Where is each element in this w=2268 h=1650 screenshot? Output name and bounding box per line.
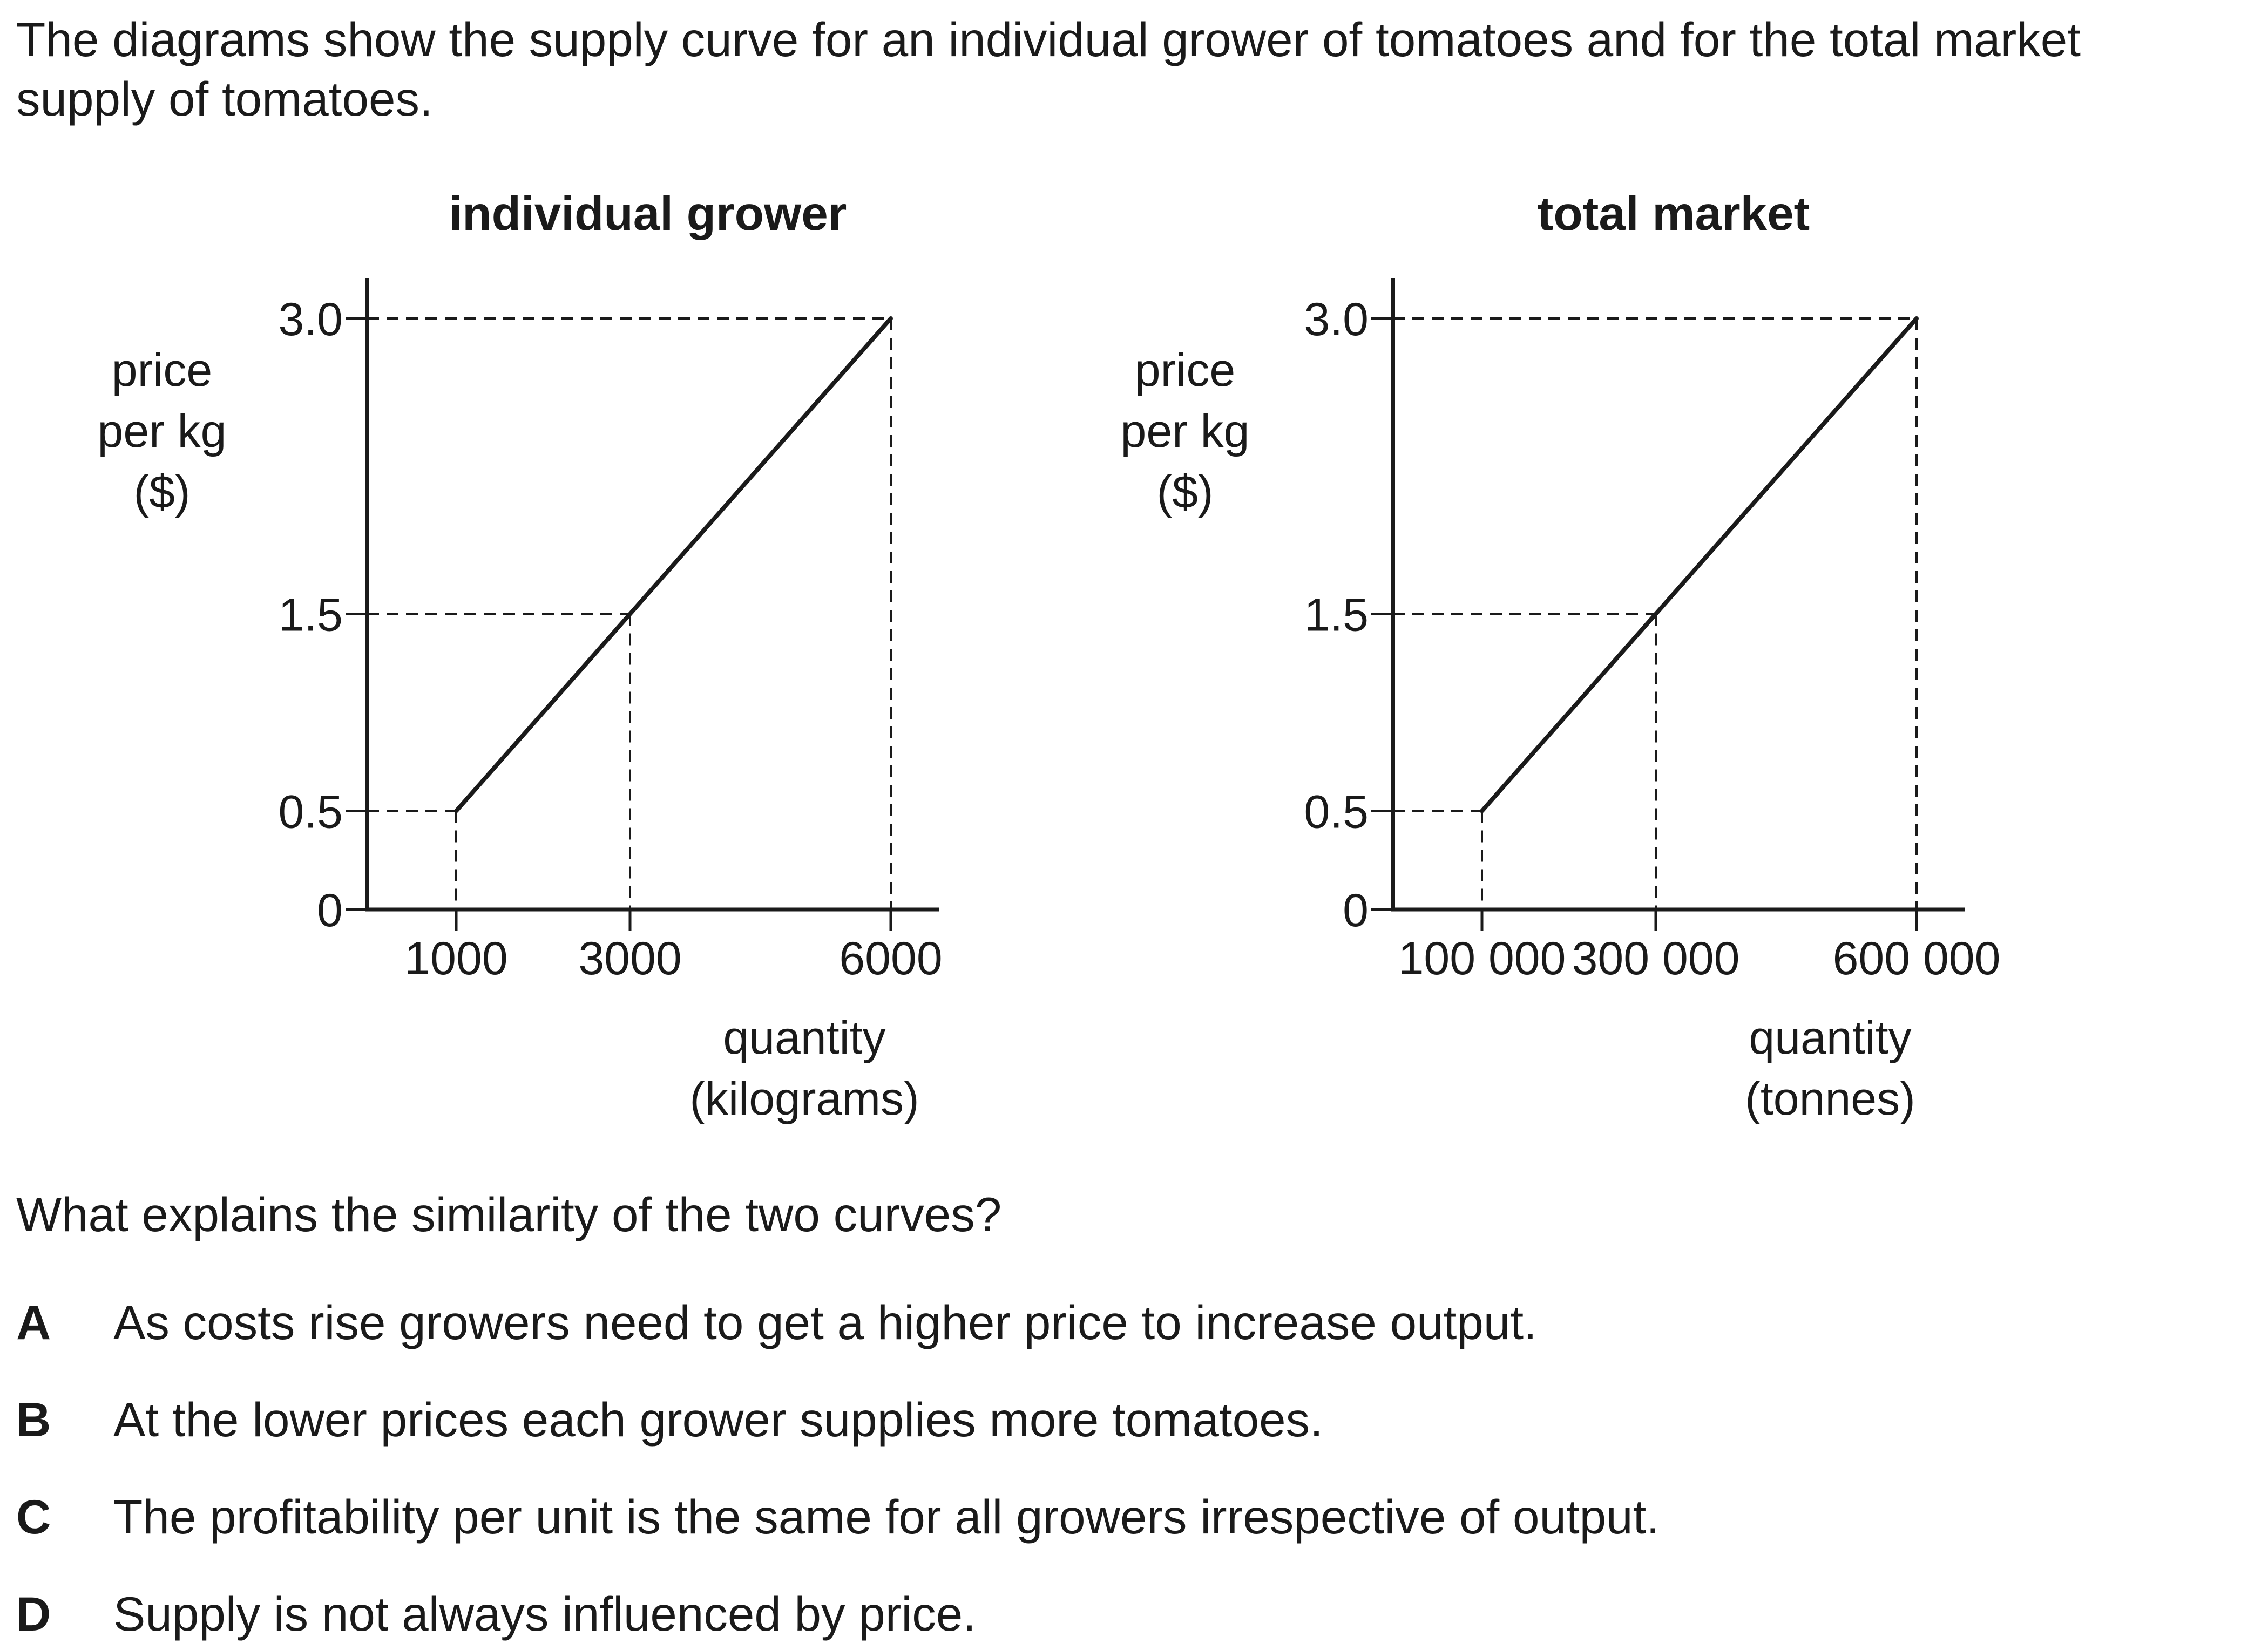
option-text: At the lower prices each grower supplies…: [113, 1393, 1323, 1447]
x-tick-label: 6000: [839, 933, 942, 984]
intro-text: The diagrams show the supply curve for a…: [16, 12, 2081, 126]
x-axis-label-total-market: quantity (tonnes): [1745, 1012, 1915, 1125]
option-text: As costs rise growers need to get a high…: [113, 1295, 1537, 1349]
chart-title-total-market: total market: [1537, 186, 1810, 240]
y-tick-label: 3.0: [278, 294, 343, 345]
x-tick-label: 3000: [578, 933, 681, 984]
y-tick-label: 0: [1343, 885, 1369, 936]
option-letter: C: [16, 1490, 51, 1544]
chart-title-individual-grower: individual grower: [449, 186, 847, 240]
y-tick-label: 0: [317, 885, 343, 936]
x-tick-label: 300 000: [1572, 933, 1740, 984]
x-tick-label: 100 000: [1398, 933, 1566, 984]
y-axis-label-individual-grower: price per kg ($): [97, 344, 227, 518]
option-text: The profitability per unit is the same f…: [113, 1490, 1660, 1544]
supply-curve-line: [1480, 316, 1919, 813]
y-tick-label: 1.5: [1304, 589, 1369, 641]
y-tick-label: 3.0: [1304, 294, 1369, 345]
supply-curve-line: [454, 316, 893, 813]
x-axis-label-individual-grower: quantity (kilograms): [689, 1012, 919, 1125]
option-letter: D: [16, 1587, 51, 1641]
option-letter: A: [16, 1295, 51, 1349]
option-letter: B: [16, 1393, 51, 1447]
y-tick-label: 1.5: [278, 589, 343, 641]
y-tick-label: 0.5: [278, 786, 343, 838]
y-axis-label-total-market: price per kg ($): [1120, 344, 1250, 518]
x-tick-label: 600 000: [1833, 933, 2001, 984]
y-tick-label: 0.5: [1304, 786, 1369, 838]
x-tick-label: 1000: [404, 933, 507, 984]
option-text: Supply is not always influenced by price…: [113, 1587, 976, 1641]
question-text: What explains the similarity of the two …: [16, 1187, 1002, 1241]
